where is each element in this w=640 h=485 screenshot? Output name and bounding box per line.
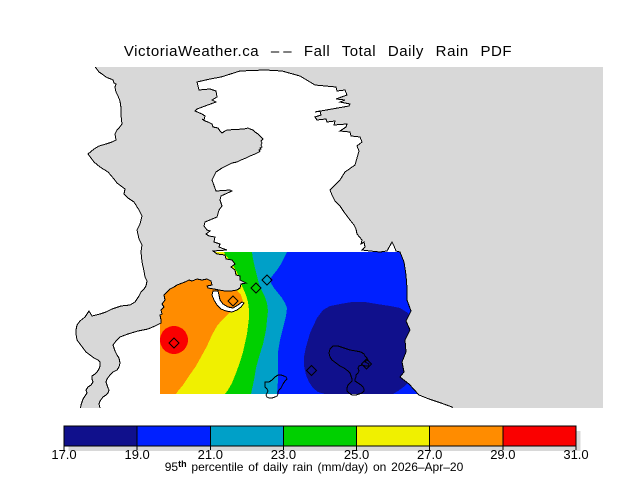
svg-text:19.0: 19.0 <box>124 447 149 462</box>
svg-text:17.0: 17.0 <box>51 447 76 462</box>
svg-text:25.0: 25.0 <box>344 447 369 462</box>
svg-text:31.0: 31.0 <box>563 447 588 462</box>
svg-text:23.0: 23.0 <box>271 447 296 462</box>
svg-text:21.0: 21.0 <box>198 447 223 462</box>
svg-text:95th percentile of daily rain: 95th percentile of daily rain (mm/day) o… <box>165 459 464 474</box>
svg-text:29.0: 29.0 <box>490 447 515 462</box>
svg-text:VictoriaWeather.ca – – Fall To: VictoriaWeather.ca – – Fall Total Daily … <box>124 43 512 60</box>
svg-text:27.0: 27.0 <box>417 447 442 462</box>
